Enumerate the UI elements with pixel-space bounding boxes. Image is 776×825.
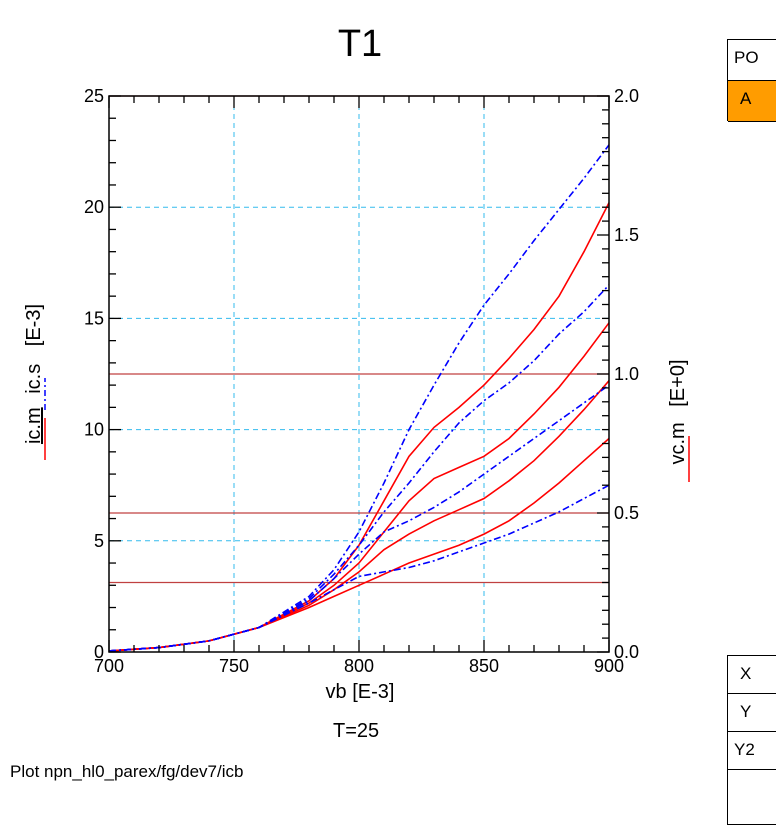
y-right-tick-label: 0.5	[614, 503, 639, 523]
x-tick-label: 700	[94, 656, 124, 676]
ticks	[108, 95, 610, 653]
point-panel: PO A	[727, 39, 776, 122]
ic-s-series-line-7	[108, 144, 610, 652]
axis-item-y[interactable]: Y	[728, 694, 776, 732]
y-left-label-unit: [E-3]	[23, 304, 45, 346]
axis-item-x[interactable]: X	[728, 656, 776, 694]
y-left-label-ic-s: ic.s	[23, 364, 45, 394]
y-right-axis-label: vc.m [E+0]	[667, 359, 690, 482]
y-left-tick-label: 15	[84, 308, 104, 328]
y-right-tick-label: 0.0	[614, 642, 639, 662]
grid	[109, 96, 609, 652]
y-left-label-ic-m: ic.m	[23, 407, 45, 444]
y-left-tick-label: 10	[84, 420, 104, 440]
plot-path-label: Plot npn_hl0_parex/fg/dev7/icb	[10, 762, 244, 781]
tick-labels: 700 750 800 850 900 0 5 10 15 20 25 0.0 0.5 1.0 1.5 2.0	[84, 86, 639, 676]
y-right-label-vc-m: vc.m	[667, 422, 689, 464]
y-left-axis-label: ic.m ic.s [E-3]	[23, 304, 46, 460]
x-tick-label: 800	[344, 656, 374, 676]
y-right-tick-label: 1.0	[614, 364, 639, 384]
y-right-tick-label: 1.5	[614, 225, 639, 245]
series-group	[108, 144, 610, 652]
temperature-label: T=25	[333, 720, 380, 742]
y-left-tick-label: 25	[84, 86, 104, 106]
panel-header-po: PO	[728, 40, 776, 81]
y-left-tick-label: 20	[84, 197, 104, 217]
y-right-tick-label: 2.0	[614, 86, 639, 106]
chart-title: T1	[338, 23, 382, 65]
y-right-label-unit: [E+0]	[667, 359, 689, 406]
svg-text:vc.m [E+0]: vc.m [E+0]	[667, 359, 689, 464]
x-tick-label: 750	[219, 656, 249, 676]
x-axis-label: vb [E-3]	[326, 681, 395, 703]
y-left-tick-label: 0	[94, 642, 104, 662]
x-tick-label: 850	[469, 656, 499, 676]
x-tick-label: 900	[594, 656, 624, 676]
y-left-tick-label: 5	[94, 531, 104, 551]
svg-text:ic.m ic.s [E-3]: ic.m ic.s [E-3]	[23, 304, 45, 444]
panel-item-a[interactable]: A	[728, 81, 776, 122]
axis-item-y2[interactable]: Y2	[728, 732, 776, 770]
axis-panel: X Y Y2	[727, 655, 776, 825]
